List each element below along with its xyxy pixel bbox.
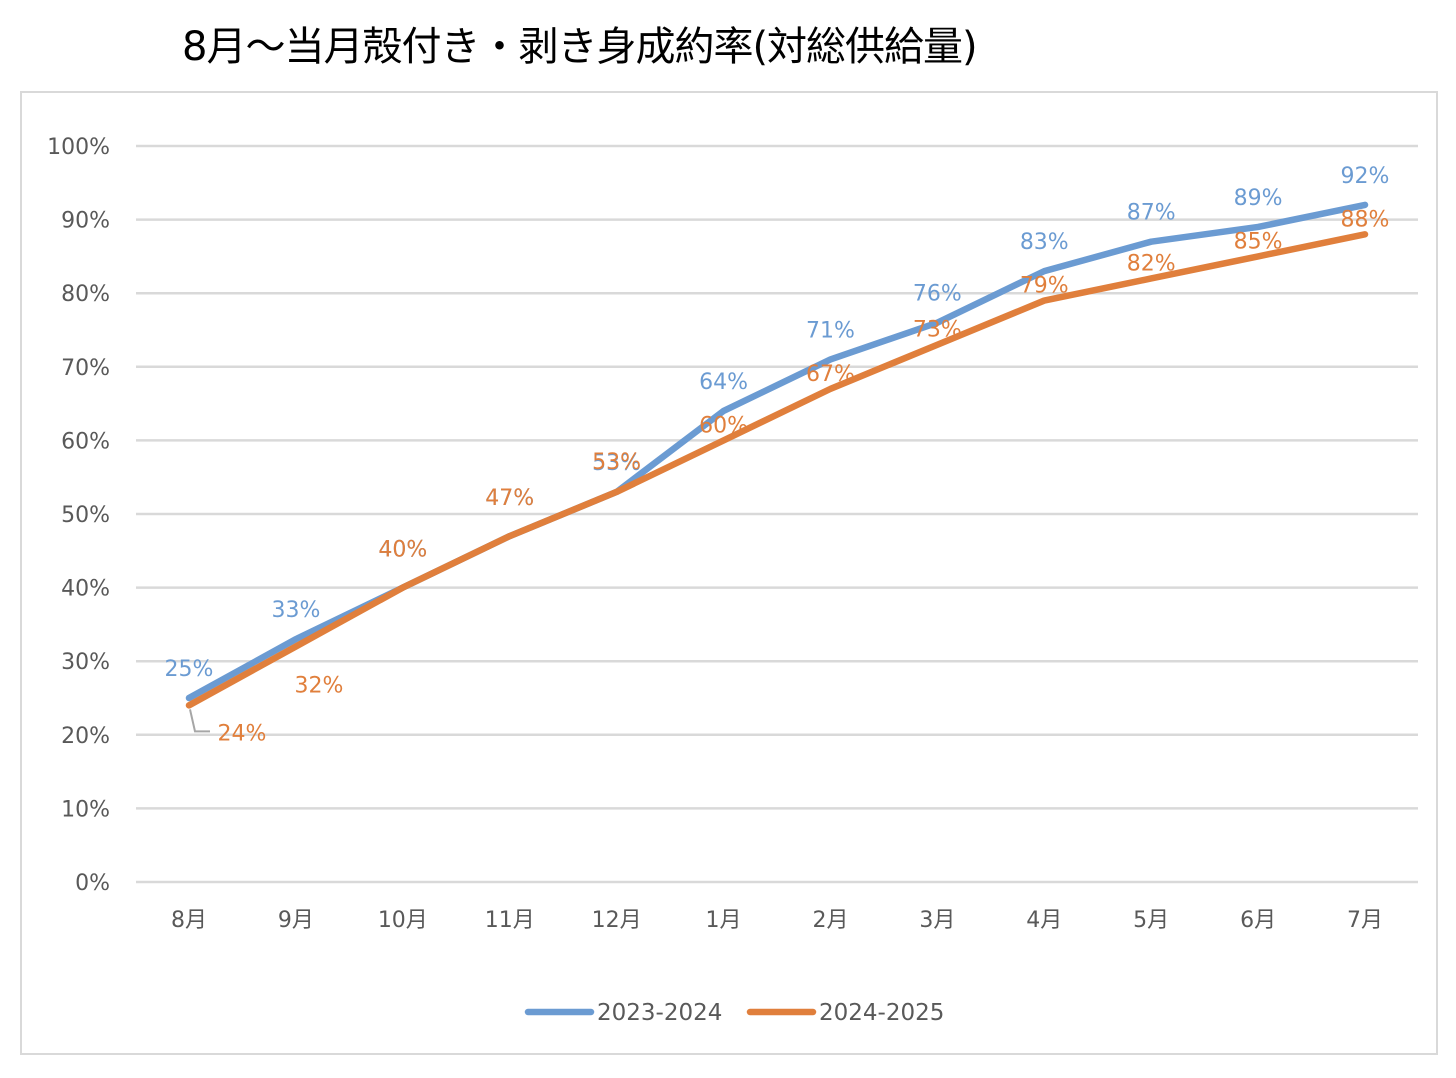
data-label: 33% [271,598,320,623]
grid-lines [136,144,1418,884]
data-label: 24% [218,721,267,746]
x-tick-label: 2月 [812,908,848,933]
x-tick-label: 6月 [1240,908,1276,933]
data-labels: 25% 33% 40% 47% 53% 64% 71% 76% 83% 87% 89% 92% 24% 3… [165,164,1390,746]
x-tick-label: 10月 [378,908,428,933]
series-lines [185,201,1369,709]
y-tick-label: 20% [61,724,110,749]
data-label: 64% [699,370,748,395]
data-label: 89% [1234,186,1283,211]
y-axis-ticks: 0% 10% 20% 30% 40% 50% 60% 70% 80% 90% 100% [47,135,110,896]
x-tick-label: 7月 [1347,908,1383,933]
data-label: 32% [294,673,343,698]
data-label: 92% [1341,164,1390,189]
y-tick-label: 70% [61,356,110,381]
y-tick-label: 60% [61,429,110,454]
data-label: 53% [592,450,641,475]
x-tick-label: 4月 [1026,908,1062,933]
legend-label: 2023-2024 [597,1000,722,1026]
data-label: 53% [592,451,641,476]
data-label: 40% [378,538,427,563]
data-label: 47% [485,486,534,511]
data-label: 88% [1341,207,1390,232]
data-label: 71% [806,318,855,343]
data-label: 87% [1127,201,1176,226]
x-tick-label: 8月 [171,908,207,933]
data-label: 83% [1020,230,1069,255]
data-label: 47% [485,486,534,511]
y-tick-label: 50% [61,503,110,528]
chart-frame [20,91,1438,1055]
y-tick-label: 10% [61,797,110,822]
data-label: 25% [165,657,214,682]
y-tick-label: 90% [61,209,110,234]
y-tick-label: 40% [61,577,110,602]
data-label: 85% [1234,229,1283,254]
x-axis-ticks: 8月 9月 10月 11月 12月 1月 2月 3月 4月 5月 6月 7月 [171,908,1383,933]
legend-label: 2024-2025 [819,1000,944,1026]
data-label: 60% [699,413,748,438]
x-tick-label: 9月 [278,908,314,933]
y-tick-label: 80% [61,282,110,307]
leader-line [189,709,210,733]
x-tick-label: 1月 [706,908,742,933]
data-label: 73% [913,318,962,343]
chart-title: 8月～当月殻付き・剥き身成約率(対総供給量) [182,24,978,70]
x-tick-label: 11月 [485,908,535,933]
x-tick-label: 5月 [1133,908,1169,933]
data-label: 67% [806,362,855,387]
data-label: 82% [1127,251,1176,276]
y-tick-label: 100% [47,135,110,160]
y-tick-label: 30% [61,650,110,675]
x-tick-label: 3月 [919,908,955,933]
y-tick-label: 0% [75,871,110,896]
series-line-2 [185,231,1369,709]
series-line-1 [185,201,1369,702]
x-tick-label: 12月 [592,908,642,933]
data-label: 76% [913,282,962,307]
legend: 2023-2024 2024-2025 [524,1000,944,1026]
data-label: 79% [1020,274,1069,299]
data-label: 40% [378,538,427,563]
